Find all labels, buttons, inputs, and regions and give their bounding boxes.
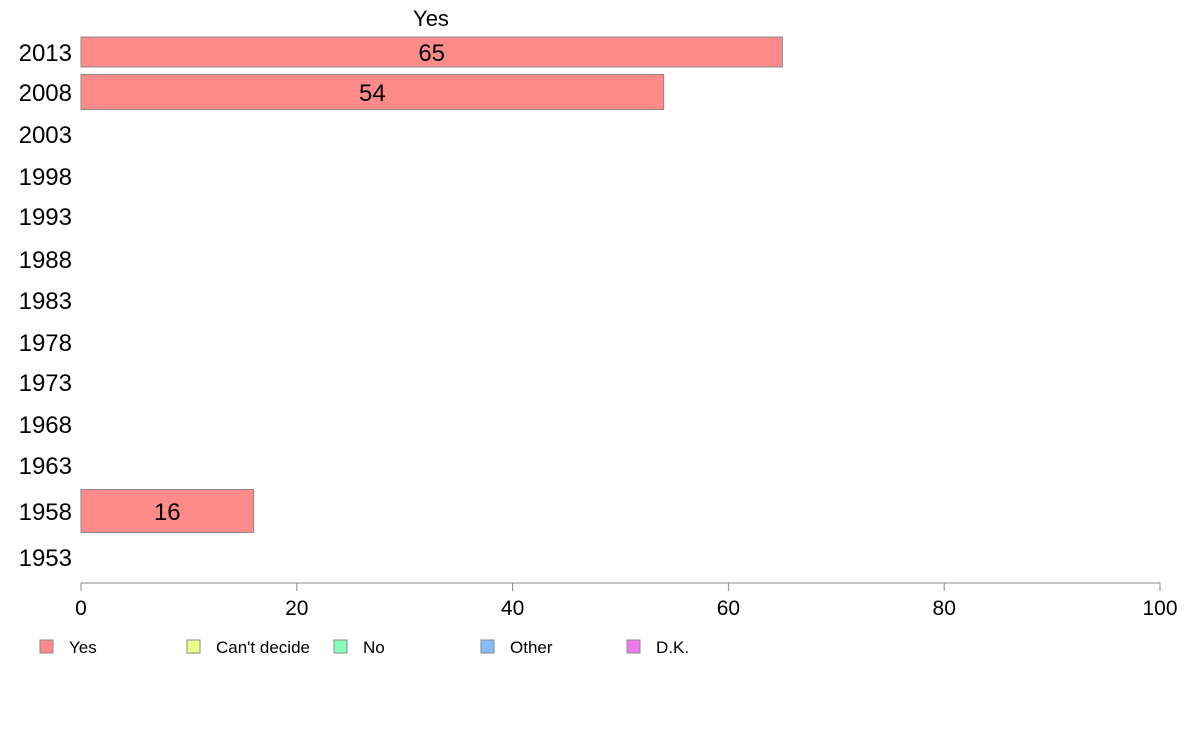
x-tick-label-80: 80 [933,597,956,620]
x-tick-label-100: 100 [1142,597,1177,620]
legend-label-d-k-: D.K. [656,638,689,657]
chart-title: Yes [413,6,449,31]
bar-value-label-1958: 16 [154,499,181,526]
y-tick-label-1988: 1988 [19,247,72,274]
y-tick-label-2003: 2003 [19,122,72,149]
legend-label-other: Other [510,638,553,657]
x-tick-label-0: 0 [75,597,87,620]
x-tick-label-40: 40 [501,597,524,620]
legend-label-can-t-decide: Can't decide [216,638,310,657]
legend-swatch-no [333,639,348,654]
x-tick-label-60: 60 [717,597,740,620]
y-tick-label-1958: 1958 [19,499,72,526]
x-tick-label-20: 20 [285,597,308,620]
bar-2013 [80,36,783,68]
y-tick-label-1953: 1953 [19,545,72,572]
y-tick-label-1973: 1973 [19,370,72,397]
y-tick-label-2013: 2013 [19,40,72,67]
bar-1958 [80,489,255,533]
y-tick-label-1968: 1968 [19,412,72,439]
legend-label-no: No [363,638,385,657]
bar-value-label-2013: 65 [418,40,445,67]
legend-swatch-yes [39,639,54,654]
legend-label-yes: Yes [69,638,97,657]
legend-swatch-other [480,639,495,654]
bar-2008 [80,74,665,110]
y-tick-label-1978: 1978 [19,330,72,357]
y-tick-label-1998: 1998 [19,164,72,191]
legend-swatch-d-k- [626,639,641,654]
legend: Yes Can't decide No Other D.K. [39,638,689,657]
y-tick-label-2008: 2008 [19,80,72,107]
bar-value-label-2008: 54 [359,80,386,107]
y-axis-labels: 2013 2008 2003 1998 1993 1988 1983 1978 1973 1968… [19,40,72,572]
legend-swatch-can-t-decide [186,639,201,654]
y-tick-label-1963: 1963 [19,453,72,480]
x-axis: 0 20 40 60 80 100 [75,582,1178,620]
bars-group: 65 54 16 [80,36,783,533]
y-tick-label-1993: 1993 [19,204,72,231]
y-tick-label-1983: 1983 [19,288,72,315]
